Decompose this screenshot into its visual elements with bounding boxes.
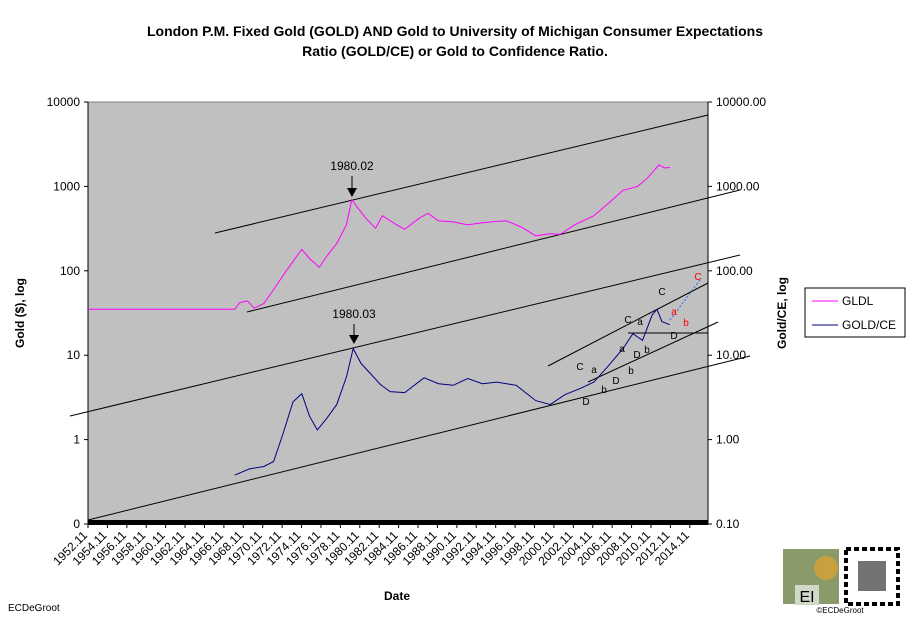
y-tick-label: 1 <box>73 433 80 447</box>
y2-axis-label: Gold/CE, log <box>775 277 789 349</box>
logo-caption: ©ECDeGroot <box>816 606 864 615</box>
trend-line <box>587 321 719 383</box>
chart-subtitle: Ratio (GOLD/CE) or Gold to Confidence Ra… <box>302 43 608 59</box>
baseline-band <box>88 520 708 525</box>
annotation: a <box>619 344 625 355</box>
y-tick-label: 1000 <box>53 179 80 193</box>
legend <box>804 287 906 338</box>
y-tick-label: 100 <box>60 264 80 278</box>
y2-tick-label: 0.10 <box>716 517 740 531</box>
annotation: D <box>582 397 589 408</box>
y-tick-label: 10000 <box>47 95 81 109</box>
trend-line <box>69 254 741 417</box>
logo-plate <box>795 585 819 605</box>
arrow-head <box>349 335 359 344</box>
annotation: D <box>633 350 640 361</box>
annotation: 1980.02 <box>330 159 374 173</box>
y-axis-label: Gold ($), log <box>13 278 27 348</box>
trend-line <box>246 189 741 313</box>
y-tick-label: 0 <box>73 517 80 531</box>
y2-tick-label: 1.00 <box>716 433 740 447</box>
logo-text: EI <box>799 589 814 606</box>
annotation: D <box>612 376 619 387</box>
annotation: b <box>601 385 607 396</box>
annotation: b <box>644 345 650 356</box>
annotation: b <box>628 366 634 377</box>
annotation: D <box>670 331 677 342</box>
annotation: a <box>591 365 597 376</box>
legend-label: GOLD/CE <box>842 318 896 332</box>
projection-line <box>669 279 701 321</box>
plot-area <box>87 101 709 525</box>
legend-label: GLDL <box>842 294 874 308</box>
arrow-head <box>347 188 357 197</box>
trend-line <box>547 282 709 367</box>
y2-tick-label: 100.00 <box>716 264 753 278</box>
trend-line <box>214 114 709 234</box>
series-line <box>234 308 670 476</box>
trend-lines <box>69 114 751 521</box>
qr-code <box>858 561 886 591</box>
y2-tick-label: 10.00 <box>716 348 746 362</box>
annotation: C <box>576 362 583 373</box>
annotation: 1980.03 <box>332 307 376 321</box>
annotation: C <box>694 272 701 283</box>
y2-tick-label: 10000.00 <box>716 95 766 109</box>
x-axis-label: Date <box>384 589 410 603</box>
annotation: C <box>624 315 631 326</box>
chart-title: London P.M. Fixed Gold (GOLD) AND Gold t… <box>147 23 763 39</box>
y-tick-label: 10 <box>67 348 81 362</box>
trend-line <box>87 355 751 521</box>
annotation: C <box>658 287 665 298</box>
y2-tick-label: 1000.00 <box>716 179 760 193</box>
footer: ECDeGroot <box>8 603 60 614</box>
annotation: b <box>683 318 689 329</box>
annotation: a <box>671 307 677 318</box>
series-line <box>88 164 670 310</box>
logo: EI ©ECDeGroot <box>783 547 900 615</box>
logo-coin <box>814 556 838 580</box>
annotation: a <box>637 317 643 328</box>
